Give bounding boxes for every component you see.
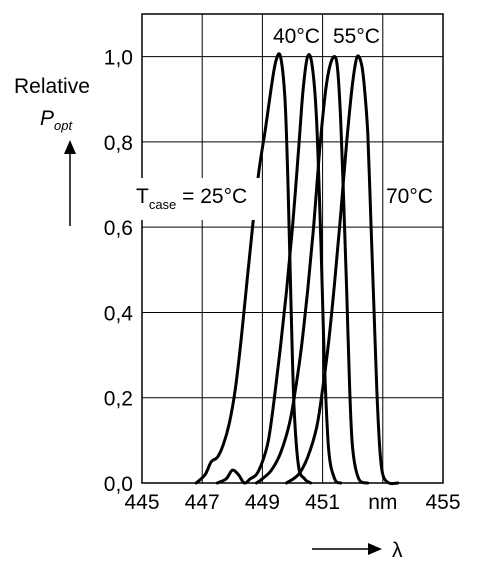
y-tick-label: 0,8	[104, 132, 133, 155]
annotation-background	[134, 178, 260, 220]
x-tick-label: 451	[305, 491, 340, 514]
x-tick-label: nm	[368, 491, 397, 514]
x-tick-label: 449	[245, 491, 280, 514]
series-line	[194, 52, 313, 485]
y-tick-label: 0,0	[104, 473, 133, 496]
series-line	[285, 54, 400, 486]
curves	[194, 52, 400, 486]
grid	[142, 14, 443, 483]
y-tick-label: 0,4	[104, 302, 134, 325]
x-tick-label: 455	[425, 491, 460, 514]
y-axis-label-line1: Relative	[14, 75, 90, 98]
y-axis-label-sub: opt	[54, 118, 73, 133]
plot-frame	[141, 13, 444, 484]
tick-labels: 445 447 449 451 nm 455 0,0 0,2 0,4 0,6 0,8 1,0	[104, 47, 461, 514]
x-tick-label: 447	[185, 491, 220, 514]
x-axis-arrow-icon	[312, 543, 382, 555]
annotation-70c: 70°C	[386, 185, 433, 208]
series-line	[215, 53, 343, 485]
y-tick-label: 0,6	[104, 217, 133, 240]
y-axis-label-p: P	[40, 107, 54, 130]
series-line	[254, 55, 370, 485]
annotation-case: case	[149, 197, 176, 212]
x-axis-label: λ	[392, 539, 403, 562]
annotation-40c: 40°C	[273, 25, 320, 48]
annotation-t: T	[136, 185, 149, 208]
y-tick-label: 0,2	[104, 388, 133, 411]
y-tick-label: 1,0	[104, 47, 133, 70]
y-axis-label-symbol: Popt	[40, 107, 73, 133]
y-axis-arrow-icon	[64, 140, 76, 226]
annotation-55c: 55°C	[333, 25, 380, 48]
annotation-25: = 25°C	[176, 185, 247, 208]
x-tick-label: 445	[124, 491, 159, 514]
annotation-t-case: Tcase = 25°C	[136, 185, 247, 212]
